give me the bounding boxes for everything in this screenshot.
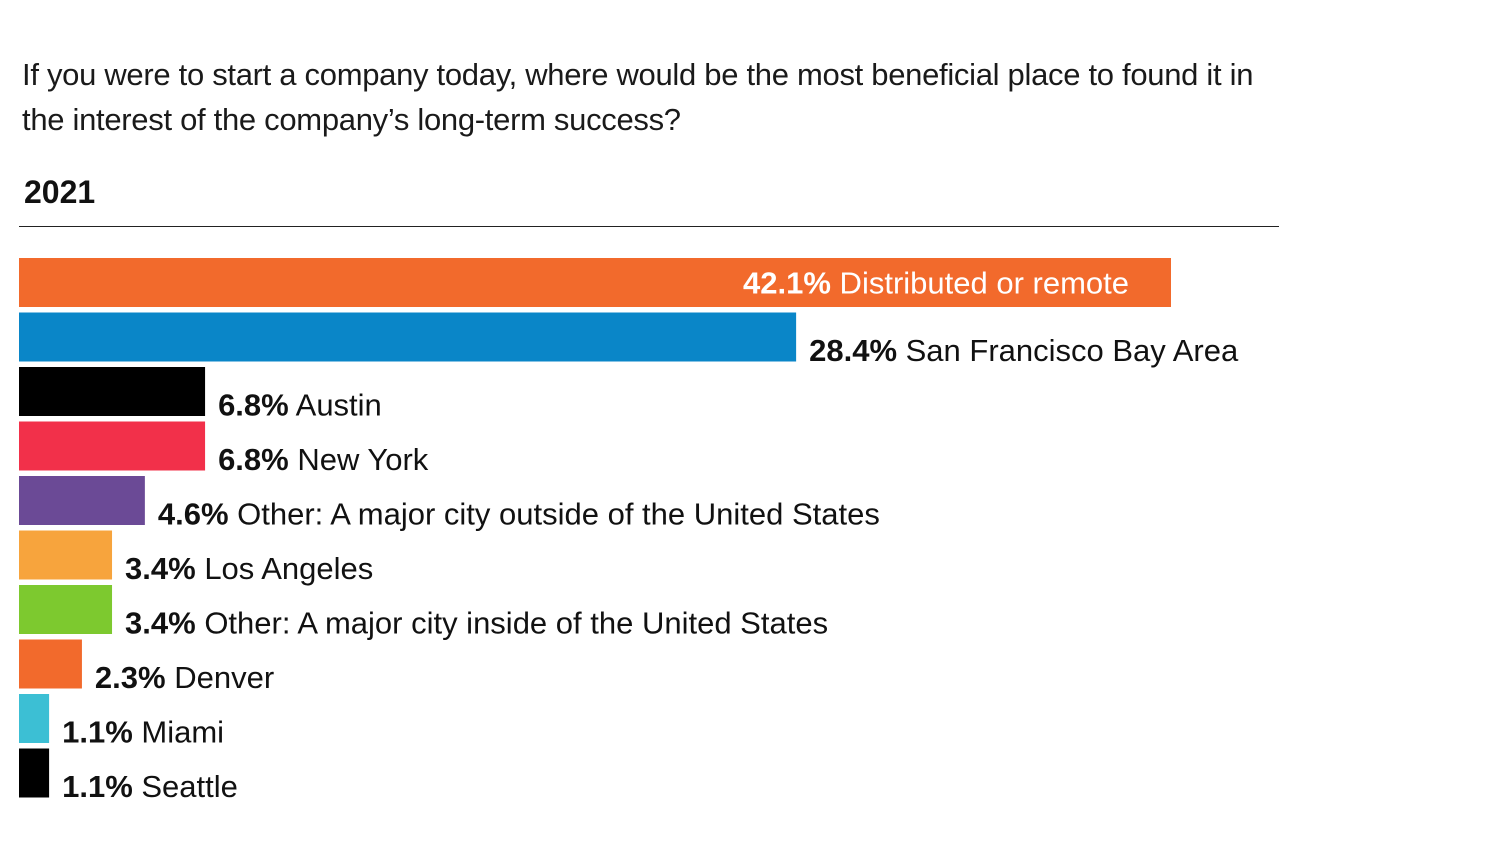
bar-distributed-or-remote bbox=[19, 258, 1171, 307]
bar-label-miami: 1.1% Miami bbox=[62, 715, 224, 750]
bar-label-distributed-or-remote: 42.1% Distributed or remote bbox=[743, 266, 1129, 301]
bar-los-angeles bbox=[19, 530, 113, 580]
value-label: 1.1% bbox=[62, 715, 133, 750]
category-label: Other: A major city outside of the Unite… bbox=[229, 497, 880, 532]
bar-label-other-a-major-city-outside-of-the-united-states: 4.6% Other: A major city outside of the … bbox=[158, 497, 880, 532]
bar-denver bbox=[19, 639, 82, 689]
bar-label-san-francisco-bay-area: 28.4% San Francisco Bay Area bbox=[809, 333, 1239, 368]
bar-label-los-angeles: 3.4% Los Angeles bbox=[125, 551, 373, 586]
value-label: 28.4% bbox=[809, 333, 897, 368]
category-label: Miami bbox=[133, 715, 224, 750]
value-label: 6.8% bbox=[218, 388, 289, 423]
bar-label-seattle: 1.1% Seattle bbox=[62, 769, 238, 804]
bar-new-york bbox=[19, 421, 206, 471]
category-label: San Francisco Bay Area bbox=[897, 333, 1239, 368]
bar-label-denver: 2.3% Denver bbox=[95, 660, 274, 695]
category-label: Other: A major city inside of the United… bbox=[196, 606, 828, 641]
category-label: Seattle bbox=[133, 769, 238, 804]
bar-san-francisco-bay-area bbox=[19, 312, 797, 362]
bar-other-a-major-city-outside-of-the-united-states bbox=[19, 476, 145, 525]
bar-austin bbox=[19, 367, 206, 416]
category-label: Los Angeles bbox=[196, 551, 374, 586]
value-label: 6.8% bbox=[218, 442, 289, 477]
category-label: New York bbox=[289, 442, 429, 477]
value-label: 3.4% bbox=[125, 606, 196, 641]
category-label: Austin bbox=[289, 388, 382, 423]
bar-seattle bbox=[19, 748, 50, 798]
bar-miami bbox=[19, 694, 50, 743]
bar-label-new-york: 6.8% New York bbox=[218, 442, 429, 477]
bar-label-austin: 6.8% Austin bbox=[218, 388, 382, 423]
value-label: 42.1% bbox=[743, 266, 831, 301]
bar-other-a-major-city-inside-of-the-united-states bbox=[19, 585, 113, 634]
value-label: 1.1% bbox=[62, 769, 133, 804]
value-label: 2.3% bbox=[95, 660, 166, 695]
chart-title: If you were to start a company today, wh… bbox=[22, 57, 1254, 137]
category-label: Denver bbox=[166, 660, 275, 695]
value-label: 4.6% bbox=[158, 497, 229, 532]
bar-label-other-a-major-city-inside-of-the-united-states: 3.4% Other: A major city inside of the U… bbox=[125, 606, 828, 641]
category-label: Distributed or remote bbox=[831, 266, 1129, 301]
title-divider bbox=[19, 226, 1279, 227]
value-label: 3.4% bbox=[125, 551, 196, 586]
chart-subtitle-year: 2021 bbox=[24, 174, 96, 210]
